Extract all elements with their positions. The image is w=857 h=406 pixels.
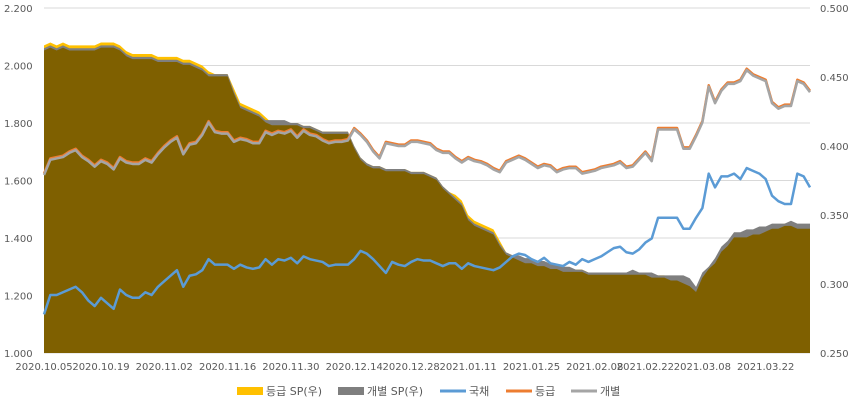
x-tick-label: 2021.02.08 <box>566 362 623 373</box>
y-right-tick-label: 0.300 <box>820 280 849 291</box>
x-tick-label: 2020.10.05 <box>15 362 72 373</box>
legend: 등급 SP(우) 개별 SP(우) 국채 등급 개별 <box>237 385 620 398</box>
x-axis-ticks: 2020.10.05 2020.10.19 2020.11.02 2020.11.16… <box>15 362 794 373</box>
line-series <box>42 67 812 315</box>
line-series-개별 <box>42 68 811 176</box>
area-overlap-fill <box>44 47 810 354</box>
legend-label: 등급 SP(우) <box>266 385 322 398</box>
left-axis-ticks: 1.000 1.200 1.400 1.600 1.800 2.000 2.200 <box>4 4 33 360</box>
y-right-tick-label: 0.400 <box>820 142 849 153</box>
y-right-tick-label: 0.450 <box>820 73 849 84</box>
right-axis-ticks: 0.250 0.300 0.350 0.400 0.450 0.500 <box>820 4 849 360</box>
x-tick-label: 2021.03.08 <box>674 362 731 373</box>
y-left-tick-label: 1.000 <box>4 349 33 360</box>
y-left-tick-label: 1.400 <box>4 234 33 245</box>
y-left-tick-label: 2.200 <box>4 4 33 15</box>
legend-swatch <box>237 387 263 395</box>
x-tick-label: 2021.01.11 <box>440 362 497 373</box>
area-series <box>44 42 810 354</box>
x-tick-label: 2021.01.25 <box>503 362 560 373</box>
y-left-tick-label: 1.200 <box>4 292 33 303</box>
x-tick-label: 2020.11.02 <box>136 362 193 373</box>
x-tick-label: 2020.10.19 <box>72 362 129 373</box>
x-tick-label: 2021.03.22 <box>737 362 794 373</box>
legend-label: 국채 <box>469 385 489 398</box>
x-tick-label: 2020.11.16 <box>199 362 256 373</box>
x-tick-label: 2021.02.22 <box>617 362 674 373</box>
line-series-국채 <box>42 166 812 315</box>
legend-label: 개별 <box>600 385 620 398</box>
legend-swatch <box>338 387 364 395</box>
legend-label: 등급 <box>535 385 555 398</box>
y-right-tick-label: 0.250 <box>820 349 849 360</box>
y-right-tick-label: 0.500 <box>820 4 849 15</box>
y-left-tick-label: 1.600 <box>4 177 33 188</box>
x-tick-label: 2020.11.30 <box>262 362 319 373</box>
y-left-tick-label: 1.800 <box>4 119 33 130</box>
y-left-tick-label: 2.000 <box>4 62 33 73</box>
x-tick-label: 2020.12.28 <box>383 362 440 373</box>
x-tick-label: 2020.12.14 <box>326 362 383 373</box>
y-right-tick-label: 0.350 <box>820 211 849 222</box>
legend-label: 개별 SP(우) <box>367 385 423 398</box>
